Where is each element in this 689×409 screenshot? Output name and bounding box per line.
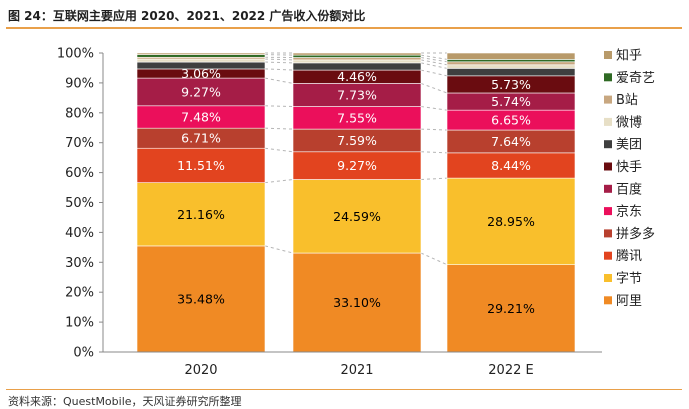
bar-segment-8-1 [293,60,421,63]
connector-line [421,253,447,265]
data-label: 3.06% [181,66,221,81]
bar-segment-11-2 [447,53,575,59]
data-label: 4.46% [337,69,377,84]
bar-segment-10-2 [447,59,575,61]
legend-swatch [604,73,612,81]
legend-label: 字节 [616,272,642,287]
legend-swatch [604,118,612,126]
y-tick-label: 100% [57,47,94,62]
y-tick-label: 80% [65,106,94,121]
y-tick-label: 40% [65,226,94,241]
connector-line [265,78,293,83]
data-label: 33.10% [333,295,381,310]
data-label: 9.27% [337,158,377,173]
connector-line [421,83,447,93]
legend-label: 美团 [616,138,642,153]
connector-line [265,148,293,152]
y-tick-label: 90% [65,76,94,91]
legend-label: 微博 [616,115,642,130]
legend-swatch [604,185,612,193]
connector-line [421,55,447,59]
y-tick-label: 10% [65,316,94,331]
data-label: 28.95% [487,214,535,229]
connector-line [265,106,293,107]
bottom-rule [6,389,682,390]
connector-line [421,129,447,130]
data-label: 9.27% [181,84,221,99]
legend-label: 快手 [616,160,642,175]
data-label: 35.48% [177,291,225,306]
legend-swatch [604,296,612,304]
legend-swatch [604,51,612,59]
data-label: 7.64% [491,134,531,149]
data-label: 21.16% [177,207,225,222]
bar-segment-11-1 [293,53,421,55]
data-label: 8.44% [491,158,531,173]
connector-line [421,178,447,179]
data-label: 5.73% [491,77,531,92]
data-label: 29.21% [487,301,535,316]
source-note: 资料来源：QuestMobile，天风证券研究所整理 [8,393,242,409]
legend-swatch [604,274,612,282]
y-tick-label: 60% [65,166,94,181]
data-label: 7.48% [181,109,221,124]
connector-line [421,152,447,153]
bar-segment-7-2 [447,68,575,75]
connector-line [421,70,447,76]
legend-label: 百度 [616,181,642,197]
legend-swatch [604,229,612,237]
connector-line [265,62,293,63]
connector-line [265,69,293,70]
legend-swatch [604,96,612,104]
bar-segment-8-0 [137,59,265,62]
legend-label: 阿里 [616,294,642,309]
bar-segment-9-1 [293,58,421,60]
x-tick-label: 2022 E [488,363,533,378]
connector-line [265,128,293,129]
data-label: 7.55% [337,110,377,125]
bar-segment-8-2 [447,65,575,69]
legend-label: B站 [616,93,638,108]
data-label: 6.65% [491,113,531,128]
y-tick-label: 30% [65,256,94,271]
y-tick-label: 70% [65,136,94,151]
data-label: 7.59% [337,133,377,148]
legend-label: 拼多多 [616,226,655,242]
bar-segment-10-1 [293,55,421,57]
data-label: 11.51% [177,158,225,173]
connector-line [421,60,447,65]
legend-label: 京东 [616,205,642,220]
x-tick-label: 2021 [340,363,373,378]
connector-line [265,246,293,253]
x-tick-label: 2020 [184,363,217,378]
connector-line [265,180,293,183]
data-label: 6.71% [181,131,221,146]
data-label: 5.74% [491,94,531,109]
connector-line [421,63,447,68]
data-label: 7.73% [337,87,377,102]
legend-swatch [604,140,612,148]
connector-line [421,107,447,111]
legend-swatch [604,163,612,171]
bar-segment-10-0 [137,55,265,58]
y-tick-label: 20% [65,286,94,301]
connector-line [265,59,293,60]
connector-line [421,58,447,62]
y-tick-label: 0% [73,346,94,361]
bar-segment-9-2 [447,62,575,65]
bar-segment-11-0 [137,53,265,55]
legend-label: 腾讯 [616,248,642,264]
legend-label: 知乎 [616,48,642,64]
legend-swatch [604,207,612,215]
y-tick-label: 50% [65,196,94,211]
legend-swatch [604,252,612,260]
connector-line [265,55,293,56]
legend-label: 爱奇艺 [616,70,655,86]
data-label: 24.59% [333,209,381,224]
